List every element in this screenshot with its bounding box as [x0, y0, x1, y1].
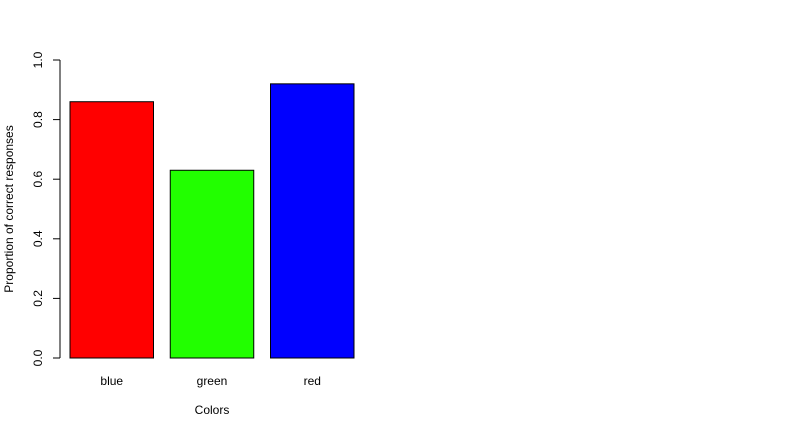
y-axis-label: Proportion of correct responses: [2, 125, 16, 292]
bar-blue: [69, 101, 154, 359]
y-tick-label: 0.4: [31, 230, 45, 247]
y-tick-label: 0.8: [31, 111, 45, 128]
x-tick-label: red: [304, 374, 321, 388]
y-axis: 0.0 0.2 0.4 0.6 0.8 1.0: [31, 51, 61, 366]
x-tick-label: green: [197, 374, 228, 388]
y-tick-label: 0.0: [31, 349, 45, 366]
y-tick-label: 0.2: [31, 290, 45, 307]
bars: [69, 83, 355, 359]
bar-red: [270, 83, 355, 359]
x-tick-label: blue: [100, 374, 123, 388]
y-tick-label: 1.0: [31, 51, 45, 68]
y-tick-label: 0.6: [31, 171, 45, 188]
x-axis-label: Colors: [195, 403, 230, 417]
x-tick-labels: blue green red: [100, 374, 321, 388]
bar-green: [169, 169, 255, 359]
